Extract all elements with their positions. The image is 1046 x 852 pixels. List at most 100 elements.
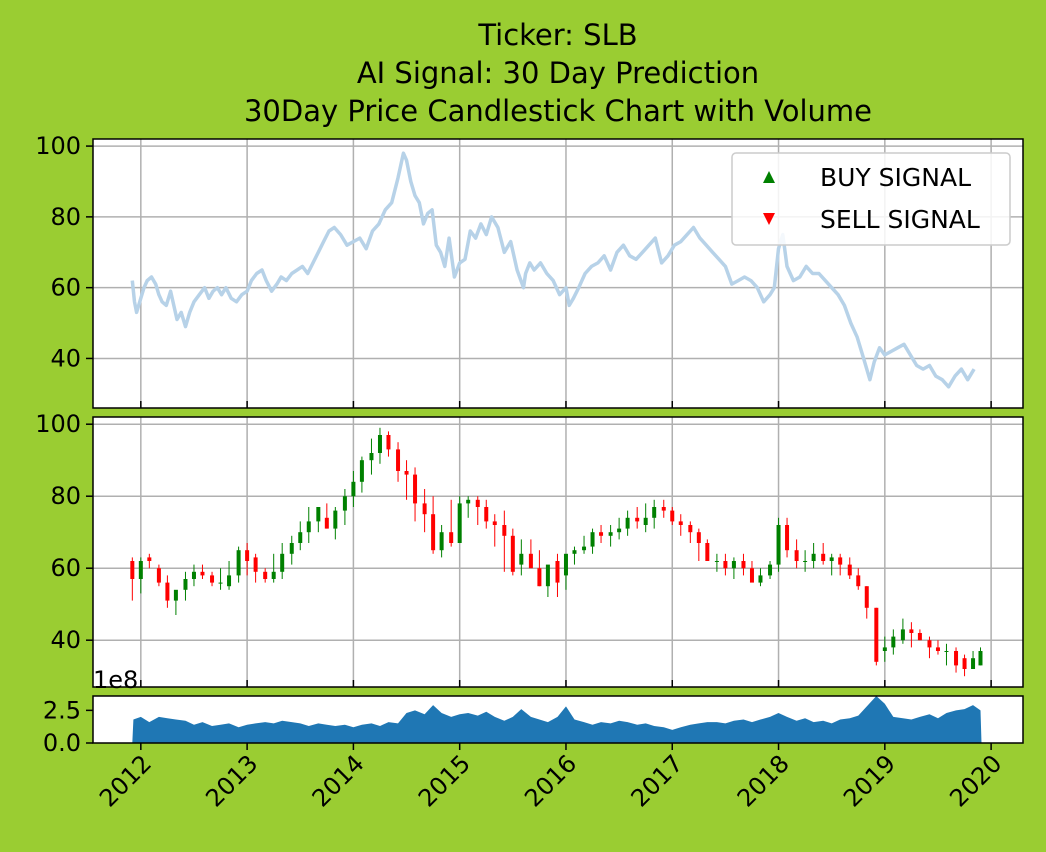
- candle-body: [768, 564, 773, 576]
- candle-body: [635, 517, 640, 522]
- candle-body: [165, 582, 170, 601]
- legend-label-buy: BUY SIGNAL: [820, 163, 971, 192]
- y-tick-label: 80: [50, 482, 81, 510]
- candle-body: [413, 474, 418, 504]
- candle-body: [457, 503, 462, 543]
- y-tick-label: 80: [50, 203, 81, 231]
- candle-body: [962, 658, 967, 669]
- candle-body: [643, 517, 648, 525]
- candle-body: [138, 561, 143, 579]
- candle-body: [625, 517, 630, 529]
- candle-body: [519, 553, 524, 565]
- candle-body: [758, 575, 763, 583]
- candle-body: [776, 525, 781, 565]
- candle-y-ticks: 40 60 80 100: [35, 410, 93, 654]
- title-line-1: Ticker: SLB: [477, 18, 637, 52]
- candle-body: [263, 571, 268, 579]
- candle-body: [864, 586, 869, 608]
- candle-body: [351, 481, 356, 497]
- candle-body: [439, 532, 444, 551]
- candle-body: [891, 636, 896, 648]
- candle-body: [608, 532, 613, 536]
- candle-body: [528, 553, 533, 569]
- candle-body: [227, 575, 232, 587]
- candlestick-panel: 40 60 80 100: [35, 410, 1024, 688]
- y-tick-label: 60: [50, 554, 81, 582]
- candle-body: [200, 571, 205, 576]
- candle-body: [422, 503, 427, 515]
- candle-body: [599, 532, 604, 536]
- candle-body: [572, 550, 577, 554]
- candle-body: [661, 507, 666, 511]
- candle-series-group: [130, 427, 983, 677]
- candle-body: [377, 435, 382, 453]
- candle-body: [617, 528, 622, 533]
- candle-body: [537, 568, 542, 587]
- candle-body: [156, 568, 161, 583]
- candle-body: [688, 525, 693, 533]
- legend-label-sell: SELL SIGNAL: [820, 205, 980, 234]
- candle-body: [449, 532, 454, 543]
- candle-body: [306, 521, 311, 533]
- y-tick-label: 2.5: [43, 696, 81, 724]
- candle-body: [245, 550, 250, 561]
- candle-body: [475, 499, 480, 507]
- candle-body: [183, 579, 188, 590]
- candle-body: [811, 553, 816, 561]
- candle-body: [723, 561, 728, 569]
- candle-body: [386, 435, 391, 450]
- volume-panel: 0.0 2.5 1e8: [43, 666, 1024, 757]
- volume-area: [132, 696, 982, 743]
- candle-body: [316, 507, 321, 522]
- candle-body: [130, 561, 135, 579]
- candle-body: [582, 546, 587, 551]
- candle-body: [369, 453, 374, 461]
- candle-body: [900, 629, 905, 641]
- candle-plot-area: [93, 417, 1023, 687]
- candle-body: [678, 521, 683, 525]
- candle-body: [935, 647, 940, 651]
- candle-body: [404, 471, 409, 475]
- candle-body: [431, 514, 436, 551]
- candle-body: [821, 553, 826, 561]
- candle-body: [803, 561, 808, 562]
- y-tick-label: 40: [50, 344, 81, 372]
- candle-body: [838, 557, 843, 565]
- candle-body: [971, 658, 976, 669]
- candle-body: [333, 510, 338, 529]
- candle-body: [342, 496, 347, 511]
- candle-body: [289, 543, 294, 554]
- legend: BUY SIGNAL SELL SIGNAL: [731, 152, 1011, 246]
- candle-body: [785, 525, 790, 551]
- candle-body: [882, 647, 887, 651]
- triangle-up-icon: [763, 171, 775, 183]
- y-tick-label: 60: [50, 274, 81, 302]
- candle-body: [555, 561, 560, 583]
- candle-body: [236, 550, 241, 576]
- candle-body: [917, 633, 922, 641]
- candle-body: [324, 517, 329, 529]
- candle-body: [874, 607, 879, 662]
- candle-body: [705, 543, 710, 561]
- volume-frame: [92, 695, 1024, 744]
- title-line-3: 30Day Price Candlestick Chart with Volum…: [244, 94, 872, 128]
- candle-body: [829, 557, 834, 561]
- candle-body: [978, 651, 983, 666]
- volume-offset-text: 1e8: [93, 666, 138, 694]
- candle-body: [731, 561, 736, 569]
- triangle-down-icon: [763, 213, 775, 225]
- candle-body: [502, 525, 507, 536]
- y-tick-label: 0.0: [43, 729, 81, 757]
- candle-body: [741, 561, 746, 569]
- candle-body: [714, 561, 719, 562]
- candle-body: [253, 557, 258, 572]
- candle-body: [271, 571, 276, 579]
- candle-body: [359, 460, 364, 482]
- price-series-group: [130, 151, 976, 389]
- candle-body: [954, 651, 959, 666]
- candle-body: [147, 557, 152, 561]
- candle-body: [466, 499, 471, 504]
- candle-body: [944, 651, 949, 652]
- y-tick-label: 100: [35, 410, 81, 438]
